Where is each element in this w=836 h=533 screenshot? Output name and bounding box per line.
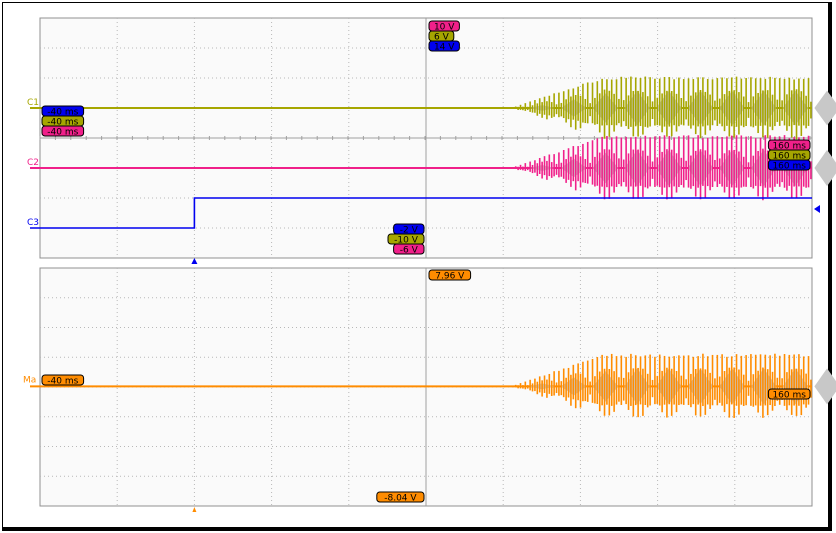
math-left-time-tag: -40 ms: [42, 375, 84, 387]
trigger-level-marker: [814, 205, 820, 213]
channel-label-c3: C3: [27, 218, 39, 228]
c2-left-time-tag: -40 ms: [42, 126, 84, 138]
c3-right-time-tag-text: 160 ms: [772, 162, 806, 172]
math-right-time-tag-text: 160 ms: [772, 391, 806, 401]
c2-left-time-tag-text: -40 ms: [47, 128, 78, 138]
channel-label-c1: C1: [27, 98, 39, 108]
channel-label-c2: C2: [27, 158, 39, 168]
c2-bottom-voltage-tag-text: -6 V: [400, 246, 419, 256]
math-trigger-marker: [192, 507, 196, 512]
channel-label-math: Ma: [23, 375, 36, 385]
math-top-voltage-tag: 7.96 V: [429, 270, 471, 282]
c3-right-time-tag: 160 ms: [768, 160, 810, 172]
c3-top-voltage-tag-text: 14 V: [434, 43, 455, 53]
math-bottom-voltage-tag: -8.04 V: [377, 492, 424, 504]
trigger-position-marker: [191, 258, 197, 264]
channel-c1-beat-envelope: [814, 91, 836, 126]
math-bottom-voltage-tag-text: -8.04 V: [384, 494, 417, 504]
c2-bottom-voltage-tag: -6 V: [394, 244, 424, 256]
math-right-time-tag: 160 ms: [768, 389, 810, 401]
channel-math-beat-envelope: [814, 368, 836, 404]
c3-top-voltage-tag: 14 V: [429, 41, 459, 53]
math-left-time-tag-text: -40 ms: [47, 377, 78, 387]
channel-c2-beat-envelope: [814, 150, 836, 186]
math-top-voltage-tag-text: 7.96 V: [435, 272, 465, 282]
